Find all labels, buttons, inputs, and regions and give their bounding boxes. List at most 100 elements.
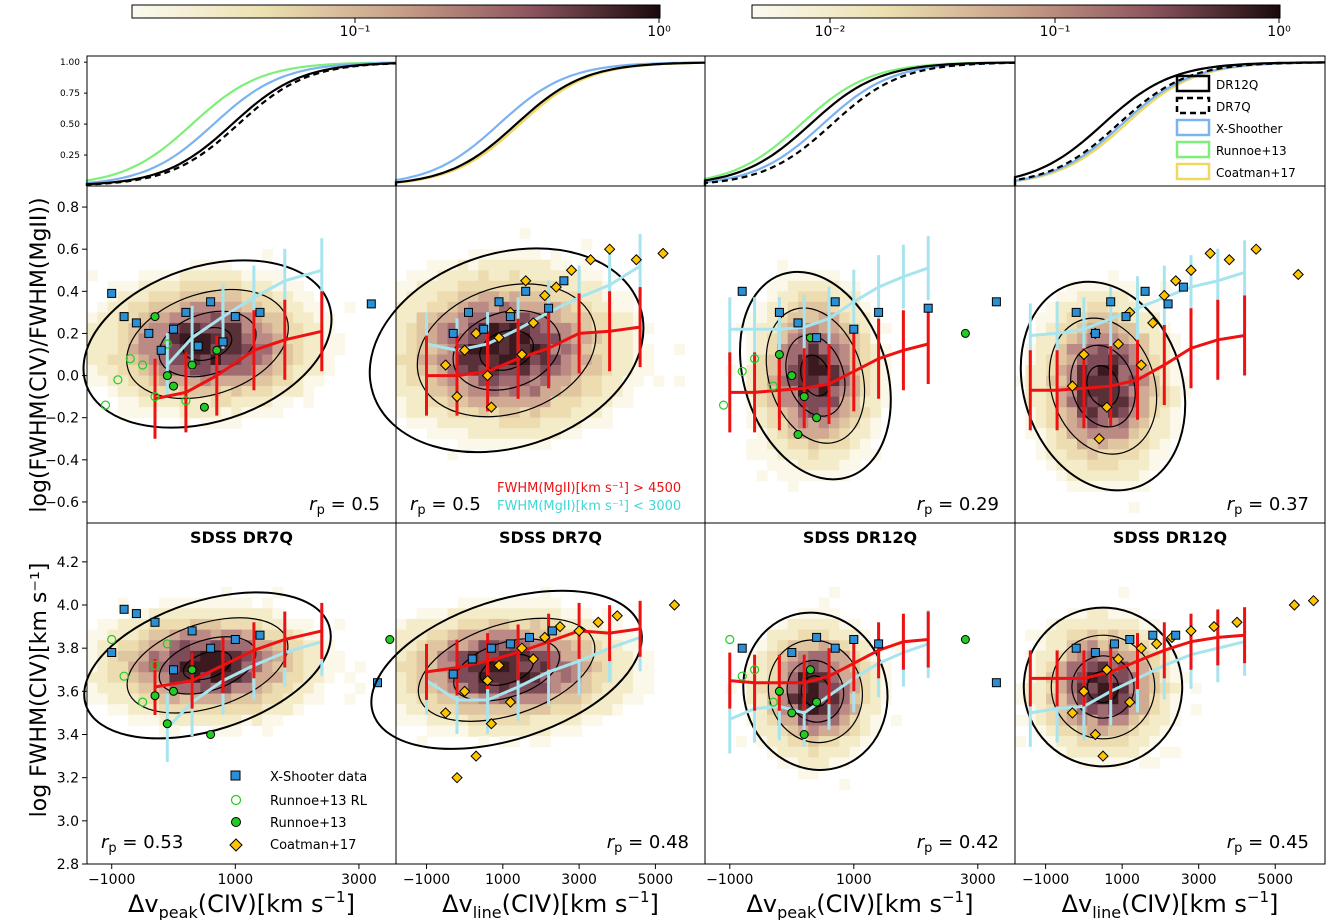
heat-cell — [829, 725, 840, 737]
heat-cell — [488, 407, 500, 419]
heat-cell — [829, 322, 840, 334]
heat-cell — [478, 249, 490, 261]
xtick-label: 1000 — [836, 872, 872, 888]
heat-cell — [1170, 396, 1181, 408]
heat-cell — [808, 650, 820, 663]
runnoe-rl-point — [150, 660, 160, 671]
heat-cell — [870, 396, 882, 408]
heat-cell — [798, 428, 809, 440]
heat-cell — [220, 714, 232, 727]
heat-cell — [550, 259, 562, 271]
heat-cell — [437, 333, 449, 345]
heat-cell — [519, 333, 531, 345]
heat-cell — [488, 396, 500, 408]
heat-cell — [1118, 386, 1130, 398]
heat-cell — [468, 704, 479, 716]
heat-cell — [818, 396, 830, 408]
heat-cell — [293, 301, 304, 313]
heat-cell — [529, 618, 541, 631]
heat-cell — [426, 354, 438, 366]
heat-cell — [519, 249, 531, 261]
heat-cell — [138, 682, 150, 695]
heat-cell — [612, 618, 624, 631]
heat-cell — [870, 661, 882, 673]
heat-cell — [169, 396, 181, 408]
coatman-point — [1093, 433, 1105, 445]
heat-cell — [829, 301, 840, 313]
heat-cell — [1056, 354, 1068, 366]
heat-cell — [519, 417, 531, 429]
heat-cell — [169, 301, 181, 313]
heat-cell — [190, 396, 201, 408]
heat-cell — [787, 417, 799, 429]
heat-cell — [602, 640, 613, 652]
heat-cell — [1118, 714, 1130, 727]
heat-cell — [1056, 344, 1068, 356]
heat-cell — [406, 333, 418, 345]
heat-cell — [1087, 470, 1099, 482]
coatman-point — [481, 674, 494, 687]
heat-cell — [478, 438, 490, 450]
runnoe-points — [774, 635, 970, 739]
colorbar-left: 10⁻¹ 10⁰ — [131, 4, 671, 40]
heat-cell — [334, 661, 346, 673]
heat-cell — [416, 704, 428, 716]
heat-cell — [262, 344, 273, 356]
legend-scatter-coatman: Coatman+17 — [270, 838, 356, 853]
heat-cell — [602, 693, 613, 705]
heat-cell — [159, 640, 170, 652]
heat-cell — [756, 417, 768, 429]
heat-cell — [529, 375, 541, 387]
heat-cell — [272, 322, 284, 334]
heat-cell — [798, 640, 809, 652]
coatman-point — [439, 707, 452, 719]
heat-cell — [272, 386, 284, 398]
heat-cell — [159, 704, 170, 716]
heat-cell — [1046, 417, 1057, 429]
ytick-label: 3.4 — [57, 728, 79, 744]
heat-cell — [210, 650, 222, 663]
ytick-label: 4.2 — [57, 555, 79, 571]
xshooter-point — [448, 669, 458, 679]
xlabel: Δvpeak(CIV)[km s−1] — [128, 888, 355, 920]
heat-cell — [220, 396, 232, 408]
heat-cell — [808, 365, 820, 377]
heat-cell — [591, 629, 603, 641]
heat-cell — [581, 375, 593, 387]
heat-cell — [303, 661, 315, 673]
heat-cell — [777, 407, 789, 419]
heat-cell — [829, 693, 840, 705]
heat-cell — [767, 396, 778, 408]
heat-cell — [241, 650, 253, 663]
heat-cell — [1087, 291, 1099, 303]
heat-cell — [169, 344, 181, 356]
heat-cell — [272, 714, 284, 727]
heat-cell — [808, 354, 820, 366]
rp-label: rp = 0.48 — [607, 832, 689, 856]
heat-cell — [1066, 438, 1078, 450]
heat-cell — [1128, 661, 1140, 673]
heat-cell — [829, 746, 840, 759]
heat-cell — [540, 597, 552, 609]
heat-cell — [437, 661, 449, 673]
heat-cell — [787, 344, 799, 356]
heat-cell — [200, 618, 212, 631]
runnoe-rl-point — [737, 671, 747, 681]
heat-cell — [787, 280, 799, 292]
heat-cell — [509, 725, 521, 737]
heat-cell — [602, 417, 613, 429]
heat-cell — [509, 249, 521, 261]
legend-cdf-dr12q: DR12Q — [1216, 78, 1258, 92]
red-trend-bot — [425, 600, 642, 700]
runnoe-rl-point — [113, 375, 123, 385]
heat-cell — [1097, 333, 1109, 345]
rp-label: rp = 0.5 — [309, 494, 380, 518]
heat-cell — [839, 629, 851, 641]
heat-cell — [210, 693, 222, 705]
heat-cell — [251, 618, 263, 631]
heat-cell — [1118, 608, 1130, 620]
red-trend-bot — [728, 611, 930, 711]
heat-cell — [220, 407, 232, 419]
heat-cell — [777, 365, 789, 377]
runnoe-rl-point — [125, 354, 135, 364]
